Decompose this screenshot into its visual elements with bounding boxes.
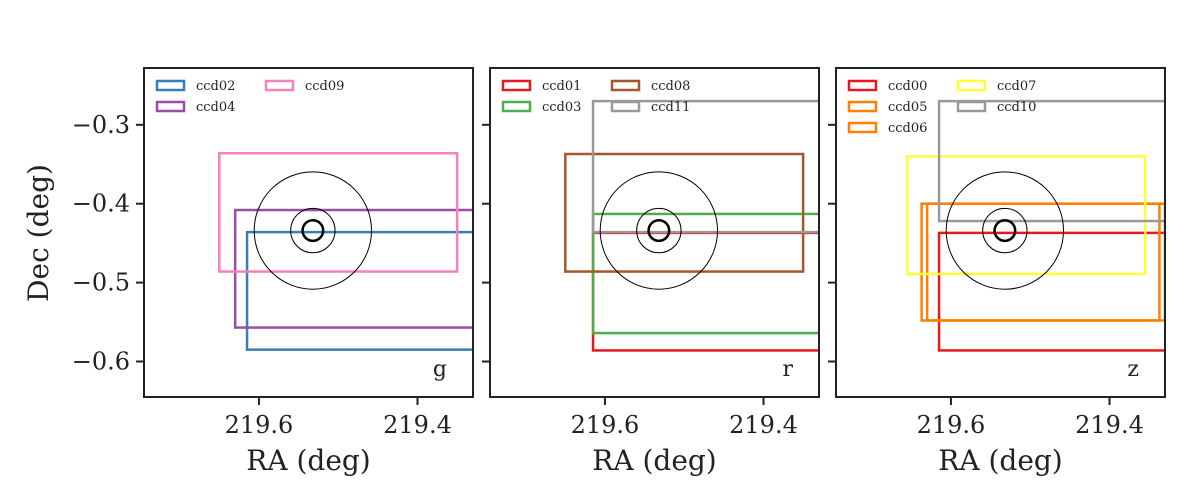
legend-swatch (155, 100, 186, 113)
y-tick-label: −0.5 (72, 269, 130, 297)
legend-label: ccd01 (542, 79, 581, 94)
footprint-ccd02 (245, 230, 473, 351)
legend-item-ccd11: ccd11 (610, 100, 690, 115)
legend-swatch (610, 79, 641, 92)
axes-frame (489, 67, 820, 398)
x-tick-label: 219.4 (729, 411, 798, 439)
legend-item-ccd00: ccd00 (847, 79, 927, 94)
legend-swatch (847, 79, 878, 92)
legend-swatch (956, 100, 987, 113)
footprint-ccd07 (906, 155, 1147, 276)
x-axis-label: RA (deg) (246, 444, 370, 477)
legend-swatch (956, 79, 987, 92)
aperture-circle-2 (982, 207, 1028, 254)
x-tick-label: 219.4 (1075, 411, 1144, 439)
footprint-ccd09 (218, 151, 459, 273)
footprint-ccd04 (233, 208, 473, 329)
footprint-ccd10 (937, 99, 1165, 223)
band-label: g (433, 357, 447, 382)
footprint-ccd06 (925, 202, 1165, 322)
x-tick-label: 219.6 (917, 411, 986, 439)
legend-label: ccd02 (196, 79, 235, 94)
legend-item-ccd03: ccd03 (501, 100, 581, 115)
legend-label: ccd05 (888, 100, 927, 115)
aperture-circle-2 (290, 207, 336, 254)
axes-frame (835, 67, 1166, 398)
legend-label: ccd09 (305, 79, 344, 94)
plot-area (564, 99, 819, 352)
plot-area (906, 99, 1165, 352)
y-tick-label: −0.4 (72, 190, 130, 218)
legend-swatch (501, 100, 532, 113)
aperture-circle-2 (636, 207, 682, 254)
panel-z: 219.6 219.4RA (deg)zccd00ccd05ccd06ccd07c… (828, 67, 1166, 477)
x-axis-label: RA (deg) (592, 444, 716, 477)
legend-item-ccd09: ccd09 (264, 79, 344, 94)
legend-label: ccd06 (888, 121, 927, 136)
band-label: r (782, 357, 793, 382)
footprint-ccd11 (591, 99, 819, 234)
legend-label: ccd08 (651, 79, 690, 94)
aperture-circle-3 (945, 171, 1065, 290)
panel-r: 219.6 219.4 RA (deg) r ccd01 ccd03 ccd08 ccd11 (482, 67, 820, 477)
band-label: z (1127, 357, 1139, 382)
legend-swatch (264, 79, 295, 92)
legend-item-ccd10: ccd10 (956, 100, 1036, 115)
legend-label: ccd00 (888, 79, 927, 94)
legend: ccd01 ccd03 ccd08 ccd11 (501, 79, 690, 115)
aperture-circle-3 (599, 171, 719, 290)
legend: ccd02 ccd04 ccd09 (155, 79, 344, 115)
legend-label: ccd04 (196, 100, 235, 115)
x-axis-label: RA (deg) (938, 444, 1062, 477)
legend-swatch (847, 100, 878, 113)
legend-item-ccd08: ccd08 (610, 79, 690, 94)
plot-area (218, 151, 473, 351)
legend-item-ccd06: ccd06 (847, 121, 927, 136)
legend-item-ccd01: ccd01 (501, 79, 581, 94)
legend-item-ccd04: ccd04 (155, 100, 235, 115)
footprint-ccd00 (937, 231, 1165, 352)
legend-swatch (501, 79, 532, 92)
legend-label: ccd10 (997, 100, 1036, 115)
legend-swatch (847, 121, 878, 134)
x-tick-label: 219.6 (571, 411, 640, 439)
y-axis-label: Dec (deg) (22, 164, 55, 302)
footprint-ccd03 (591, 212, 819, 335)
legend-swatch (155, 79, 186, 92)
legend: ccd00 ccd05 ccd06 ccd07 ccd10 (847, 79, 1036, 136)
aperture-circle-1 (993, 218, 1017, 243)
panel-g: 219.6 219.4 −0.3 −0.4 −0.5 −0.6 RA (deg) g ccd02… (72, 67, 474, 477)
legend-label: ccd11 (651, 100, 690, 115)
legend-item-ccd05: ccd05 (847, 100, 927, 115)
axes-frame (143, 67, 474, 398)
aperture-circle-1 (647, 218, 671, 243)
legend-label: ccd03 (542, 100, 581, 115)
footprint-ccd08 (564, 152, 805, 273)
legend-label: ccd07 (997, 79, 1036, 94)
legend-item-ccd02: ccd02 (155, 79, 235, 94)
y-tick-label: −0.6 (72, 347, 130, 375)
aperture-circle-3 (253, 171, 373, 290)
x-tick-label: 219.4 (383, 411, 452, 439)
legend-item-ccd07: ccd07 (956, 79, 1036, 94)
aperture-circle-1 (301, 218, 325, 243)
x-tick-label: 219.6 (225, 411, 294, 439)
legend-swatch (610, 100, 641, 113)
y-tick-label: −0.3 (72, 111, 130, 139)
